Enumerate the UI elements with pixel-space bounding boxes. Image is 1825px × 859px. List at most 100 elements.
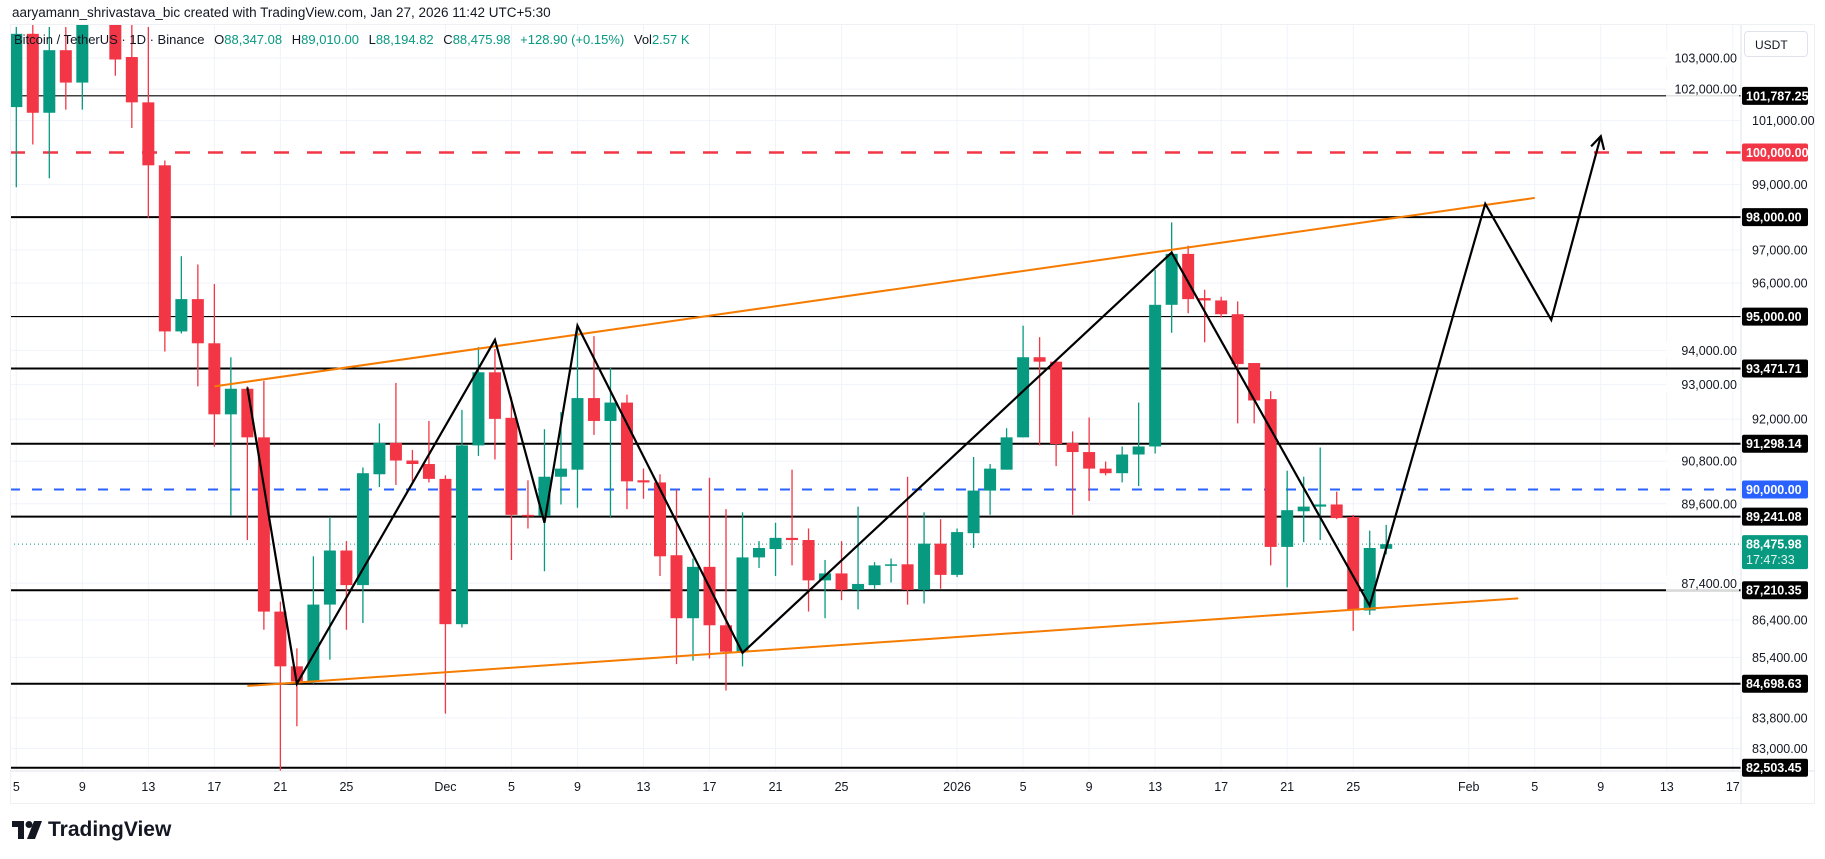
- price-tick-label-bg: [1666, 81, 1739, 98]
- candle: [142, 27, 155, 218]
- time-tick-label: 9: [1597, 780, 1604, 794]
- time-tick-label: 17: [1214, 780, 1228, 794]
- candle: [918, 512, 931, 604]
- symbol-name[interactable]: Bitcoin / TetherUS · 1D · Binance: [14, 32, 205, 47]
- candle: [620, 394, 633, 510]
- candle: [43, 27, 56, 179]
- candle: [984, 464, 997, 515]
- zigzag-path: [246, 135, 1602, 687]
- candle-body: [1066, 442, 1079, 453]
- price-tick-label-bg: [1666, 495, 1739, 512]
- candle: [868, 562, 881, 589]
- candle: [1215, 296, 1228, 318]
- price-label: 95,000.00: [1746, 310, 1802, 324]
- candle: [802, 528, 815, 612]
- open-label: O: [214, 32, 225, 47]
- time-tick-label: 21: [273, 780, 287, 794]
- close-value: 88,475.98: [452, 32, 511, 47]
- time-tick-label: 5: [1020, 780, 1027, 794]
- candle-body: [835, 573, 848, 590]
- candle: [1132, 402, 1145, 486]
- price-label: 100,000.00: [1746, 146, 1809, 160]
- candle: [422, 420, 435, 483]
- candle-body: [786, 537, 799, 541]
- price-tick-label: 97,000.00: [1752, 243, 1808, 257]
- candle-body: [1231, 314, 1244, 365]
- price-label-box: [1742, 86, 1808, 105]
- price-tick-label: 99,000.00: [1752, 178, 1808, 192]
- candle: [703, 477, 716, 659]
- candle-body: [1149, 304, 1162, 447]
- price-axis[interactable]: 103,000.00 102,000.00 101,000.00 99,000.00 9…: [1666, 49, 1815, 756]
- candle-body: [389, 442, 402, 461]
- time-tick-label: 17: [1726, 780, 1740, 794]
- candle-body: [637, 480, 650, 483]
- candle: [191, 264, 204, 387]
- trendlines: [214, 196, 1535, 687]
- candle-body: [1033, 357, 1046, 362]
- candle-body: [1347, 517, 1360, 611]
- candle-body: [307, 604, 320, 682]
- currency-button[interactable]: USDT: [1744, 31, 1808, 57]
- price-tick-label: 101,000.00: [1752, 114, 1815, 128]
- candle-body: [1083, 452, 1096, 469]
- low-value: 88,194.82: [375, 32, 434, 47]
- price-label-box: [1742, 507, 1808, 526]
- candle-body: [93, 0, 105, 6]
- price-label: 91,298.14: [1746, 437, 1802, 451]
- candle-body: [109, 25, 122, 60]
- low-label: L: [368, 32, 376, 47]
- time-tick-label: 21: [769, 780, 783, 794]
- candle: [786, 469, 799, 566]
- tradingview-logo[interactable]: TradingView: [12, 818, 171, 842]
- candle: [505, 396, 518, 560]
- candle: [109, 25, 122, 76]
- price-label: 82,503.45: [1746, 761, 1802, 775]
- price-label: 98,000.00: [1746, 211, 1802, 225]
- candle-body: [488, 372, 501, 419]
- candles: [11, 0, 1393, 771]
- candle-body: [1116, 454, 1129, 474]
- price-label: 101,787.25: [1746, 89, 1809, 103]
- chart-frame: [10, 24, 1815, 804]
- candle-body: [769, 537, 782, 550]
- candle-body: [1099, 468, 1112, 474]
- current-price-label: 88,475.98: [1746, 538, 1802, 552]
- candle-body: [571, 398, 584, 470]
- candle: [93, 0, 105, 12]
- candle: [736, 512, 749, 667]
- candle: [1083, 417, 1096, 501]
- candle-body: [1017, 357, 1030, 438]
- time-tick-label: Dec: [434, 780, 456, 794]
- candle-body: [951, 532, 964, 575]
- candle: [885, 558, 898, 583]
- candle: [1248, 363, 1261, 424]
- candle: [1231, 301, 1244, 424]
- candle: [1182, 245, 1195, 314]
- time-tick-label: 2026: [943, 780, 971, 794]
- candle-body: [43, 50, 56, 113]
- candle-body: [918, 543, 931, 590]
- price-label-box: [1742, 359, 1808, 378]
- candle: [1330, 491, 1343, 520]
- candle: [934, 519, 947, 589]
- price-tick-label: 85,400.00: [1752, 651, 1808, 665]
- price-label-box: [1742, 434, 1808, 453]
- time-tick-label: 13: [141, 780, 155, 794]
- candle-body: [455, 445, 468, 625]
- price-label: 87,210.35: [1746, 584, 1802, 598]
- price-label-box: [1742, 480, 1808, 499]
- logo-text: TradingView: [48, 818, 172, 841]
- zigzag-projection: [246, 134, 1606, 687]
- time-axis[interactable]: 5 9 13 17 21 25 Dec 5 9 13 17 21 25 2026 5 9 13 17 21 25 Feb…: [13, 780, 1740, 794]
- candle: [1165, 222, 1178, 333]
- time-tick-label: 13: [637, 780, 651, 794]
- candle-body: [1281, 510, 1294, 547]
- price-tick-label: 93,000.00: [1681, 378, 1737, 392]
- candle: [1017, 325, 1030, 438]
- candle-body: [753, 547, 766, 558]
- candle: [455, 409, 468, 628]
- candle-body: [505, 417, 518, 515]
- candle-body: [967, 490, 980, 534]
